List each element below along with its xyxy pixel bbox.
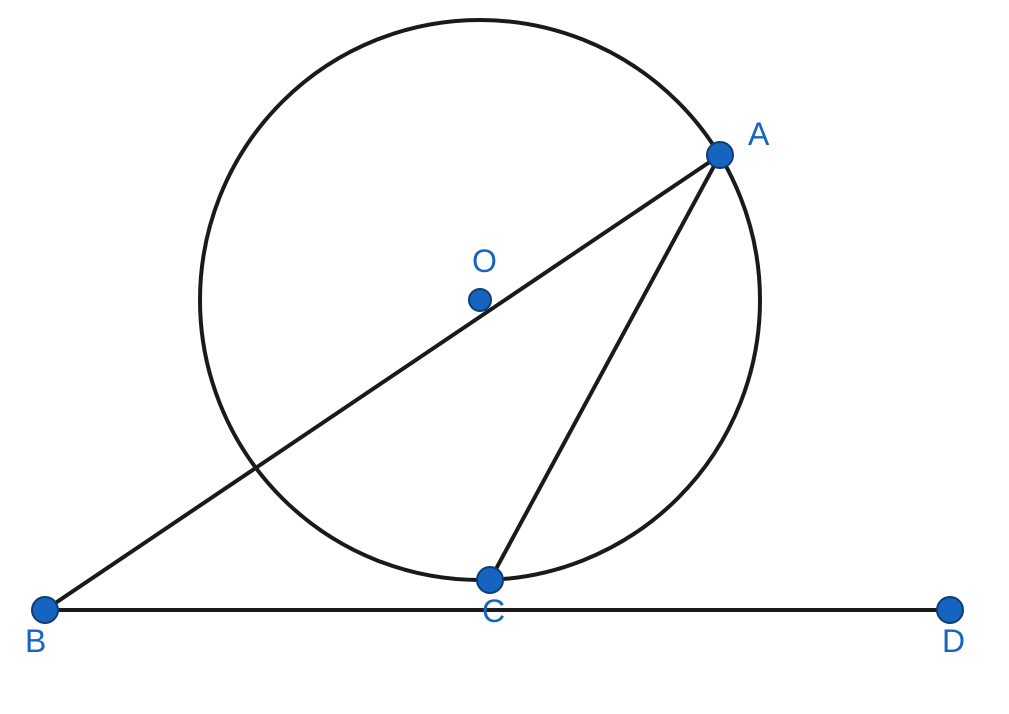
point-A [707,142,733,168]
point-C [477,567,503,593]
label-A: A [748,116,770,152]
points-group [32,142,963,623]
geometry-diagram: A O B C D [0,0,1009,714]
label-O: O [472,243,497,279]
lines-group [45,155,950,610]
label-D: D [942,623,965,659]
label-B: B [25,623,46,659]
point-D [937,597,963,623]
label-C: C [482,593,505,629]
point-O [469,289,491,311]
point-B [32,597,58,623]
line-A-C [490,155,720,580]
